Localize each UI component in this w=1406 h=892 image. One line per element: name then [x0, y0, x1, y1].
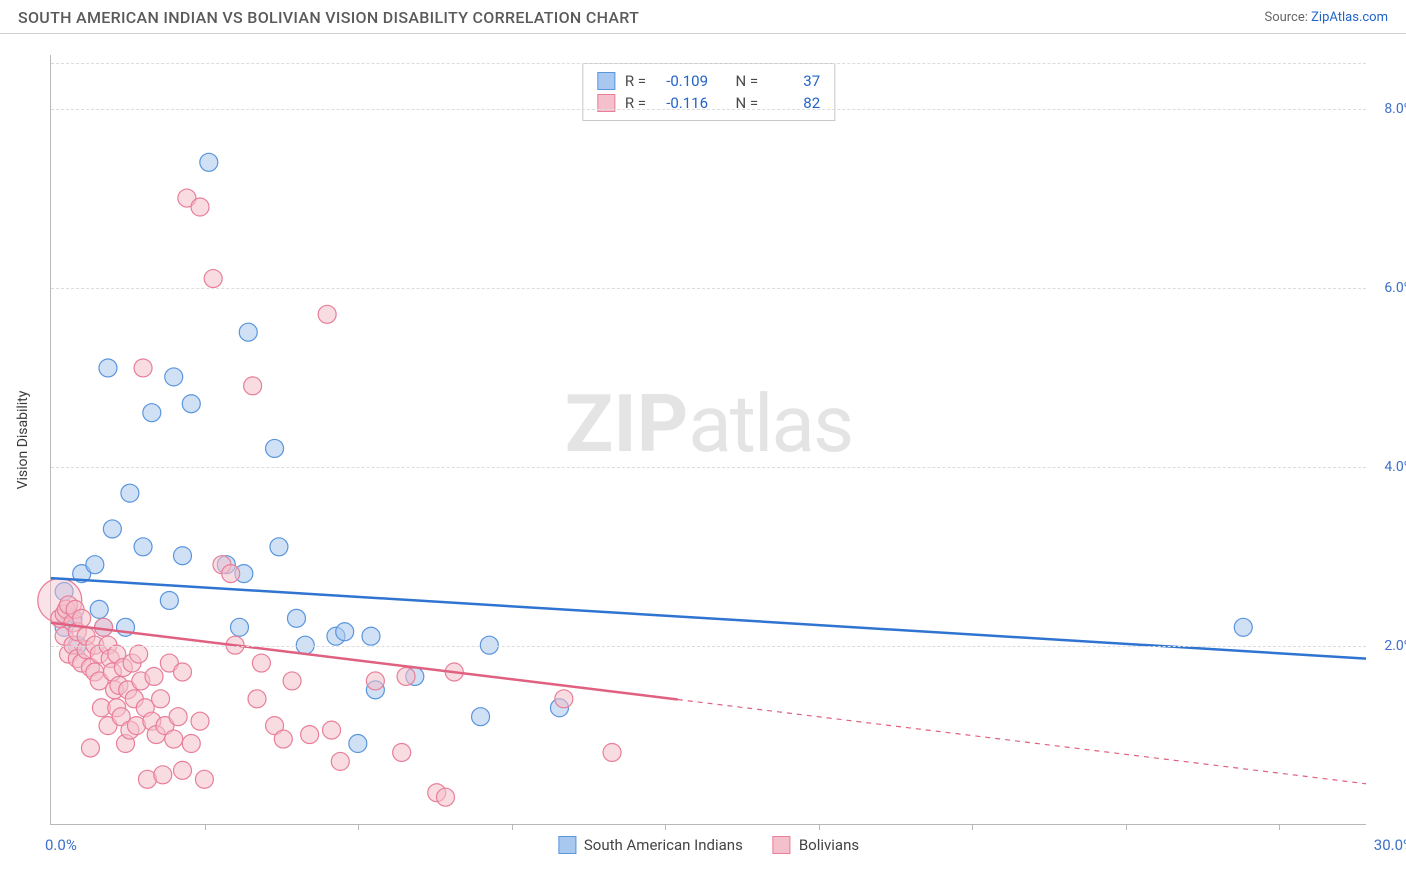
scatter-point [195, 770, 213, 788]
scatter-point [130, 645, 148, 663]
plot-region: Vision Disability ZIPatlas R = -0.109 N … [50, 55, 1366, 825]
series-legend: South American Indians Bolivians [558, 836, 859, 854]
legend-swatch-0 [558, 836, 576, 854]
y-axis-title: Vision Disability [15, 390, 31, 489]
scatter-point [270, 538, 288, 556]
x-tick [1279, 824, 1280, 830]
x-axis-min-label: 0.0% [45, 836, 77, 854]
stats-row-series-0: R = -0.109 N = 37 [597, 70, 820, 92]
chart-header: SOUTH AMERICAN INDIAN VS BOLIVIAN VISION… [0, 0, 1406, 34]
scatter-point [603, 743, 621, 761]
scatter-point [239, 323, 257, 341]
y-tick-label: 6.0% [1384, 280, 1406, 296]
scatter-point [200, 153, 218, 171]
scatter-point [103, 520, 121, 538]
scatter-point [152, 690, 170, 708]
x-axis-max-label: 30.0% [1374, 836, 1406, 854]
scatter-point [397, 667, 415, 685]
x-tick [512, 824, 513, 830]
x-tick [205, 824, 206, 830]
scatter-point [301, 726, 319, 744]
scatter-point [336, 623, 354, 641]
swatch-series-0 [597, 72, 615, 90]
gridline-h [51, 288, 1366, 289]
scatter-point [472, 708, 490, 726]
gridline-h [51, 63, 1366, 64]
legend-item-0: South American Indians [558, 836, 743, 854]
scatter-point [283, 672, 301, 690]
legend-item-1: Bolivians [773, 836, 859, 854]
scatter-point [191, 712, 209, 730]
gridline-h [51, 109, 1366, 110]
y-tick-label: 4.0% [1384, 459, 1406, 475]
legend-label-0: South American Indians [584, 836, 743, 854]
scatter-point [349, 735, 367, 753]
scatter-point [182, 735, 200, 753]
scatter-point [154, 766, 172, 784]
gridline-h [51, 646, 1366, 647]
scatter-point [165, 730, 183, 748]
legend-label-1: Bolivians [799, 836, 859, 854]
stats-row-series-1: R = -0.116 N = 82 [597, 92, 820, 114]
plot-svg [51, 55, 1366, 824]
scatter-point [81, 739, 99, 757]
stat-n-value-0: 37 [768, 72, 820, 90]
scatter-point [1234, 618, 1252, 636]
scatter-point [191, 198, 209, 216]
scatter-point [145, 667, 163, 685]
scatter-point [86, 556, 104, 574]
stat-r-label-0: R = [625, 72, 646, 90]
scatter-point [174, 663, 192, 681]
scatter-point [174, 761, 192, 779]
scatter-point [160, 591, 178, 609]
x-tick [665, 824, 666, 830]
scatter-point [90, 600, 108, 618]
scatter-point [134, 538, 152, 556]
scatter-point [287, 609, 305, 627]
x-tick [819, 824, 820, 830]
scatter-point [393, 743, 411, 761]
stat-n-label-0: N = [736, 72, 759, 90]
scatter-point [121, 484, 139, 502]
x-tick [972, 824, 973, 830]
scatter-point [331, 752, 349, 770]
chart-title: SOUTH AMERICAN INDIAN VS BOLIVIAN VISION… [18, 8, 639, 27]
source-label: Source: [1264, 10, 1311, 25]
scatter-point [274, 730, 292, 748]
scatter-point [366, 672, 384, 690]
scatter-point [134, 359, 152, 377]
trend-line-dashed [678, 700, 1366, 784]
x-tick [358, 824, 359, 830]
scatter-point [323, 721, 341, 739]
scatter-point [244, 377, 262, 395]
scatter-point [318, 305, 336, 323]
scatter-point [182, 395, 200, 413]
y-tick-label: 2.0% [1384, 638, 1406, 654]
scatter-point [169, 708, 187, 726]
x-tick [1126, 824, 1127, 830]
chart-area: Vision Disability ZIPatlas R = -0.109 N … [50, 55, 1366, 825]
stat-r-value-0: -0.109 [656, 72, 708, 90]
scatter-point [362, 627, 380, 645]
scatter-point [143, 404, 161, 422]
scatter-point [165, 368, 183, 386]
scatter-point [248, 690, 266, 708]
scatter-point [222, 565, 240, 583]
legend-swatch-1 [773, 836, 791, 854]
scatter-point [555, 690, 573, 708]
source-attribution: Source: ZipAtlas.com [1264, 10, 1388, 25]
scatter-point [437, 788, 455, 806]
scatter-point [230, 618, 248, 636]
scatter-point [252, 654, 270, 672]
y-tick-label: 8.0% [1384, 101, 1406, 117]
source-link[interactable]: ZipAtlas.com [1311, 10, 1388, 25]
scatter-point [266, 439, 284, 457]
gridline-h [51, 467, 1366, 468]
stats-legend-box: R = -0.109 N = 37 R = -0.116 N = 82 [582, 63, 835, 121]
scatter-point [204, 270, 222, 288]
scatter-point [99, 359, 117, 377]
scatter-point [174, 547, 192, 565]
